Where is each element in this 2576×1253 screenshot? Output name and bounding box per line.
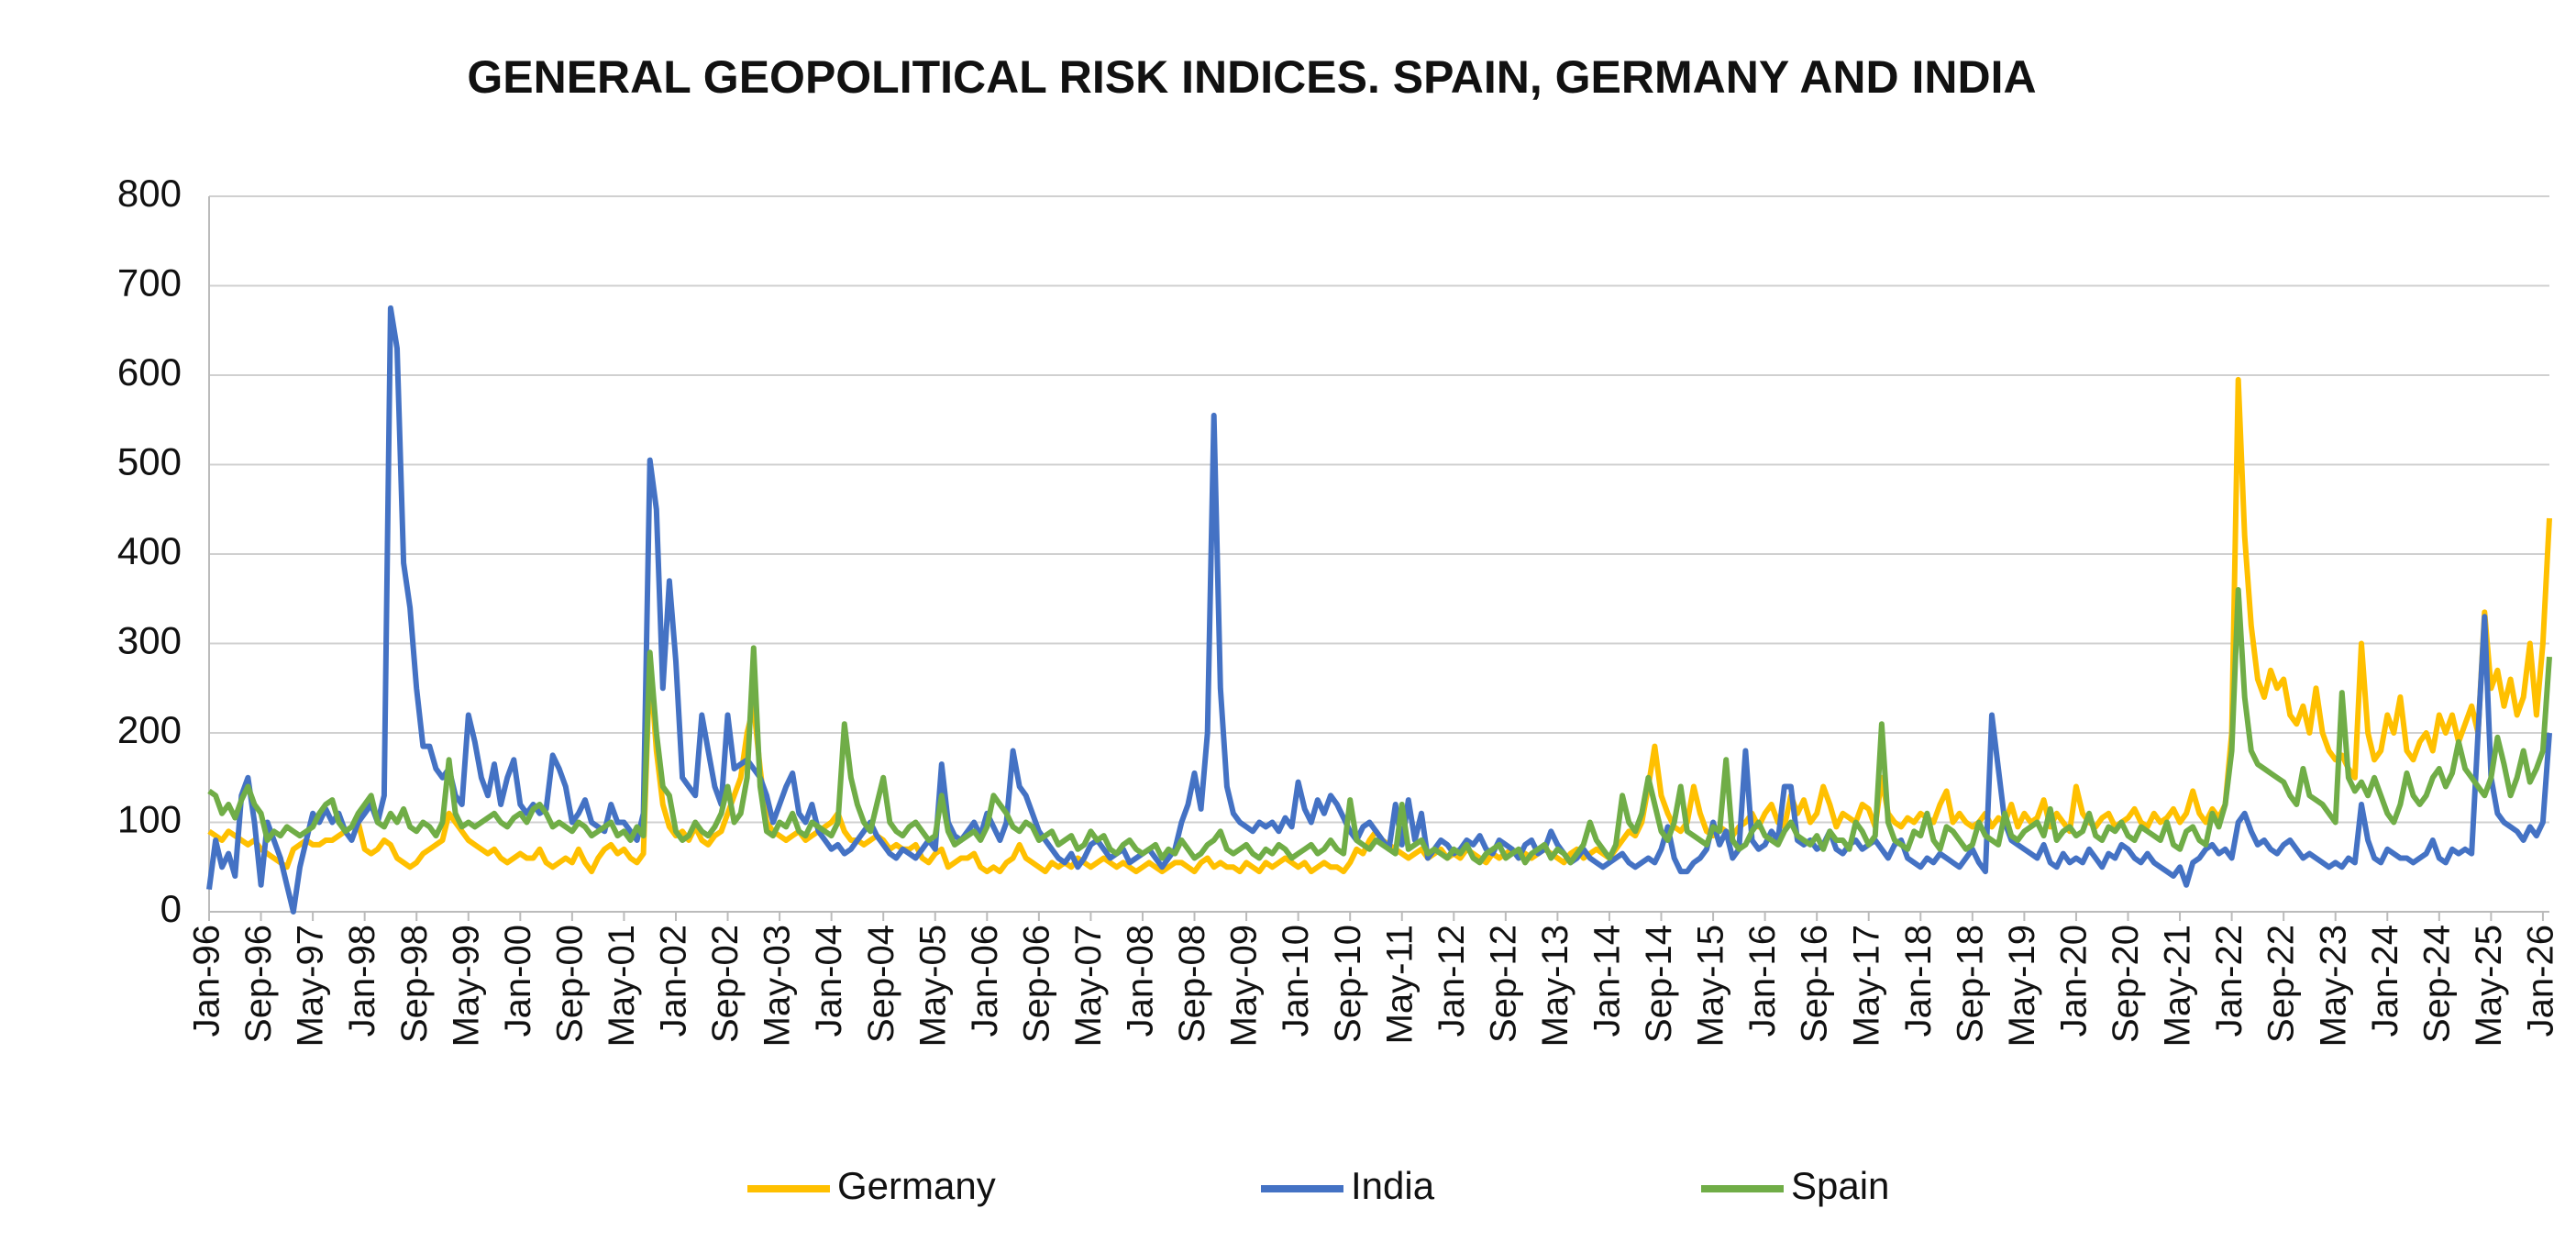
x-tick-label: Jan-08 [1121,925,1161,1037]
x-tick-label: Jan-02 [654,925,694,1037]
y-tick-label: 500 [117,440,182,483]
x-tick-label: May-13 [1535,925,1575,1047]
y-tick-label: 100 [117,798,182,841]
x-tick-label: Jan-24 [2365,925,2405,1037]
y-tick-label: 600 [117,350,182,394]
y-tick-label: 0 [160,887,182,930]
series-line [207,376,2552,875]
x-tick-label: Sep-00 [549,925,590,1043]
x-tick-label: Jan-12 [1432,925,1472,1037]
x-tick-label: May-05 [912,925,953,1047]
x-tick-label: Sep-20 [2106,925,2146,1043]
legend-label: India [1351,1164,1435,1207]
chart-title: GENERAL GEOPOLITICAL RISK INDICES. SPAIN… [467,51,2036,103]
y-tick-label: 400 [117,529,182,572]
x-tick-label: Sep-24 [2416,925,2457,1043]
x-tick-label: Jan-26 [2520,925,2560,1037]
y-tick-label: 200 [117,708,182,751]
x-tick-label: Sep-18 [1950,925,1990,1043]
x-tick-label: May-09 [1224,925,1265,1047]
x-tick-label: May-07 [1068,925,1109,1047]
x-tick-label: Jan-20 [2054,925,2095,1037]
x-tick-label: Sep-10 [1328,925,1368,1043]
legend-label: Germany [837,1164,996,1207]
series-line [207,587,2552,866]
x-tick-label: Sep-08 [1172,925,1212,1043]
x-tick-label: May-01 [602,925,642,1047]
y-tick-label: 300 [117,619,182,662]
x-tick-label: Sep-16 [1795,925,1835,1043]
x-tick-label: May-97 [291,925,331,1047]
x-tick-label: May-25 [2469,925,2509,1047]
x-tick-label: Sep-22 [2261,925,2302,1043]
x-tick-label: May-17 [1846,925,1886,1047]
x-tick-label: May-99 [446,925,486,1047]
x-tick-label: Jan-16 [1742,925,1783,1037]
x-tick-label: Jan-18 [1898,925,1939,1037]
x-tick-label: Jan-04 [809,925,849,1037]
x-tick-label: Sep-12 [1483,925,1523,1043]
x-tick-label: Jan-14 [1587,925,1628,1037]
x-tick-label: May-03 [757,925,798,1047]
x-tick-label: Sep-04 [861,925,901,1043]
x-tick-label: Jan-06 [965,925,1005,1037]
y-tick-label: 800 [117,172,182,215]
x-tick-label: Jan-10 [1276,925,1316,1037]
x-tick-label: Sep-14 [1639,925,1679,1043]
legend-label: Spain [1791,1164,1889,1207]
x-tick-label: Sep-06 [1016,925,1056,1043]
x-tick-label: Sep-98 [394,925,435,1043]
x-tick-label: Jan-98 [342,925,382,1037]
y-tick-label: 700 [117,261,182,305]
x-tick-label: May-21 [2158,925,2198,1047]
x-tick-label: Jan-96 [187,925,227,1037]
x-tick-label: Jan-00 [498,925,538,1037]
x-tick-label: Jan-22 [2209,925,2250,1037]
x-tick-label: May-11 [1379,925,1420,1044]
x-tick-label: May-23 [2313,925,2353,1047]
x-tick-label: Sep-96 [238,925,279,1043]
x-tick-label: May-15 [1691,925,1731,1047]
x-tick-label: Sep-02 [705,925,746,1043]
x-tick-label: May-19 [2002,925,2042,1047]
